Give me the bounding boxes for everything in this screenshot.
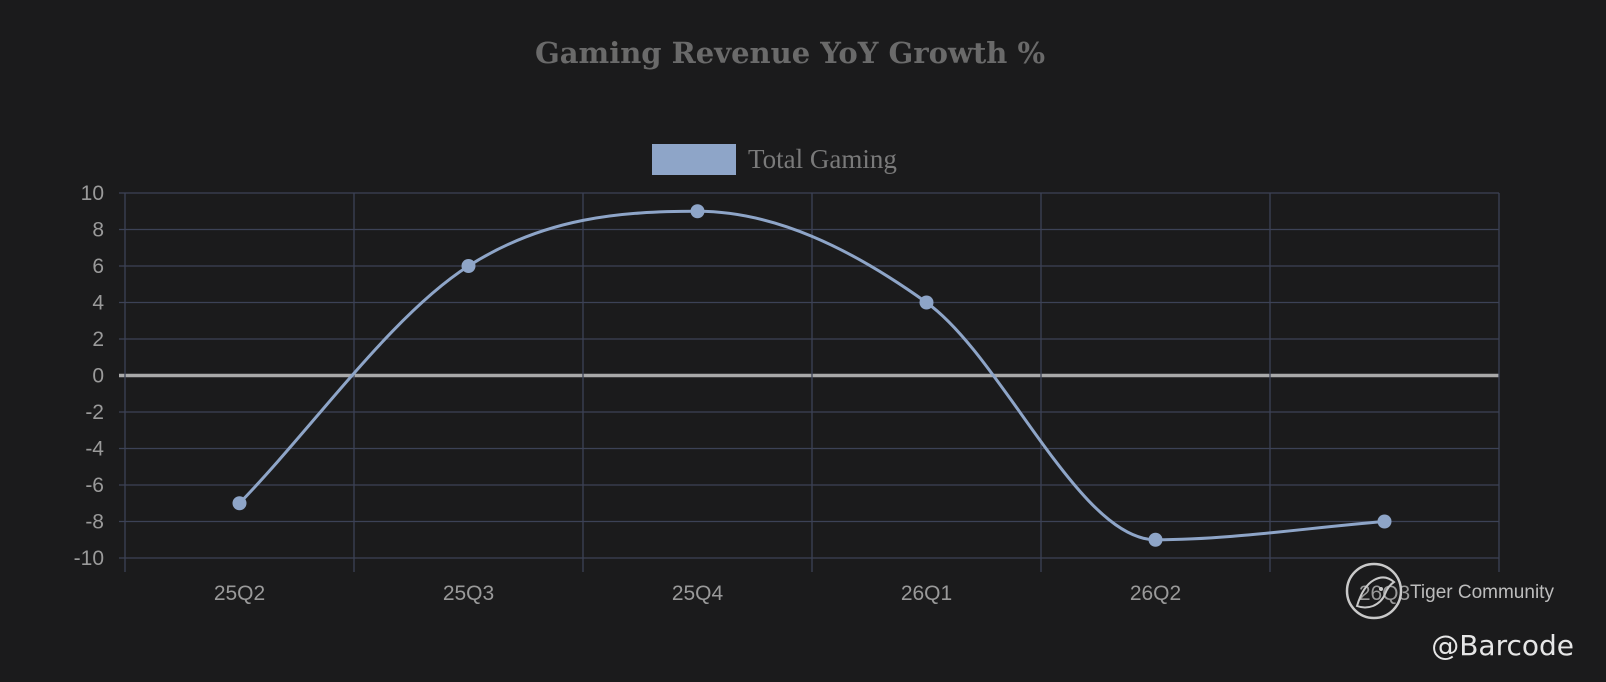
- y-tick-label: 2: [92, 328, 104, 351]
- x-axis: 25Q2 25Q3 25Q4 26Q1 26Q2 26Q3: [214, 582, 1410, 605]
- x-tick-label: 25Q4: [672, 582, 724, 605]
- data-point[interactable]: [690, 204, 705, 219]
- watermark: Tiger Community @Barcode: [1345, 562, 1574, 662]
- series-total-gaming: [232, 204, 1392, 547]
- y-tick-label: -2: [85, 401, 104, 424]
- data-point[interactable]: [461, 259, 476, 273]
- y-tick-label: 10: [81, 182, 104, 205]
- y-tick-label: -4: [85, 438, 104, 461]
- watermark-handle: @Barcode: [1431, 629, 1574, 662]
- x-tick-label: 25Q2: [214, 582, 265, 605]
- legend[interactable]: Total Gaming: [652, 144, 897, 175]
- data-point[interactable]: [1148, 532, 1163, 547]
- data-point[interactable]: [232, 496, 247, 511]
- series-line: [238, 209, 1385, 542]
- legend-label: Total Gaming: [748, 144, 897, 174]
- data-point[interactable]: [919, 295, 934, 310]
- watermark-brand: Tiger Community: [1410, 582, 1554, 603]
- data-point[interactable]: [1377, 514, 1392, 529]
- x-tick-label: 26Q1: [901, 582, 952, 605]
- legend-swatch: [652, 144, 736, 175]
- y-tick-label: -10: [74, 547, 104, 570]
- y-tick-label: 4: [92, 292, 104, 315]
- x-tick-label: 26Q2: [1130, 582, 1181, 605]
- y-tick-label: 8: [92, 219, 104, 242]
- y-axis: 10 8 6 4 2 0 -2 -4 -6 -8 -10: [74, 182, 105, 570]
- y-tick-label: 0: [92, 365, 104, 388]
- y-tick-label: -6: [85, 474, 104, 497]
- chart-title: Gaming Revenue YoY Growth %: [535, 36, 1045, 70]
- x-tick-label: 25Q3: [443, 582, 494, 605]
- y-tick-label: 6: [92, 255, 104, 278]
- tiger-logo-icon: [1345, 562, 1403, 620]
- gridlines: [119, 192, 1500, 572]
- y-tick-label: -8: [85, 511, 104, 534]
